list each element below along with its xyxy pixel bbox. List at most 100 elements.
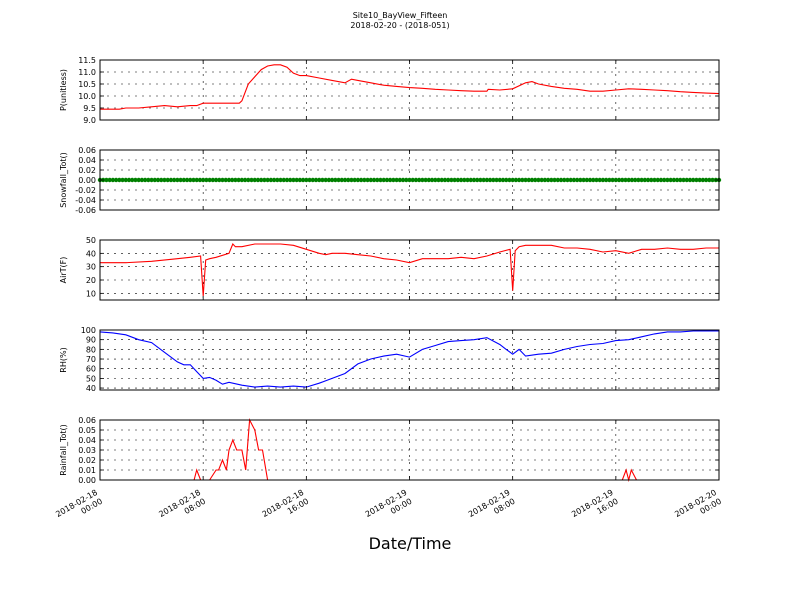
y-tick-label: 0.01 — [78, 466, 96, 475]
data-point — [104, 177, 109, 183]
data-point — [562, 177, 567, 183]
data-point — [471, 177, 477, 183]
data-point — [133, 177, 138, 183]
data-point — [594, 177, 599, 183]
chart-title: Site10_BayView_Fifteen — [352, 11, 448, 20]
data-point — [320, 177, 325, 183]
data-point — [229, 177, 235, 183]
data-point — [371, 177, 377, 183]
data-point — [168, 177, 174, 183]
data-point — [678, 177, 683, 183]
data-point — [681, 177, 686, 183]
data-point — [658, 177, 664, 183]
x-tick-label: 2018-02-2000:00 — [673, 488, 723, 528]
series-line — [100, 243, 719, 297]
data-point — [455, 177, 461, 183]
data-point — [407, 177, 412, 183]
data-point — [539, 177, 544, 183]
y-tick-label: -0.02 — [75, 186, 96, 195]
data-point — [220, 177, 225, 183]
data-point — [645, 177, 651, 183]
data-point — [487, 177, 493, 183]
data-point — [655, 177, 660, 183]
data-point — [636, 177, 641, 183]
data-point — [452, 177, 457, 183]
data-point — [620, 177, 625, 183]
data-point — [362, 177, 367, 183]
data-point — [510, 177, 515, 183]
y-tick-label: 9.0 — [83, 116, 96, 125]
data-point — [317, 177, 322, 183]
data-point — [155, 177, 161, 183]
data-point — [342, 177, 348, 183]
data-point — [313, 177, 319, 183]
data-point — [552, 177, 557, 183]
data-point — [400, 177, 406, 183]
y-tick-label: 70 — [86, 355, 96, 364]
data-point — [136, 177, 141, 183]
data-point — [217, 177, 222, 183]
data-point — [652, 177, 657, 183]
data-point — [649, 177, 654, 183]
data-point — [449, 177, 454, 183]
data-point — [591, 177, 596, 183]
data-point — [268, 177, 274, 183]
data-point — [481, 177, 486, 183]
data-point — [294, 177, 299, 183]
data-point — [120, 177, 125, 183]
data-point — [246, 177, 251, 183]
data-point — [142, 177, 148, 183]
data-point — [607, 177, 612, 183]
data-point — [571, 177, 577, 183]
data-point — [665, 177, 670, 183]
data-point — [126, 177, 132, 183]
data-point — [484, 177, 490, 183]
y-tick-label: -0.04 — [75, 196, 96, 205]
data-point — [423, 177, 428, 183]
y-tick-label: 100 — [81, 326, 96, 335]
data-point — [710, 177, 715, 183]
data-point — [674, 177, 680, 183]
data-point — [436, 177, 441, 183]
data-point — [629, 177, 635, 183]
data-point — [191, 177, 196, 183]
data-point — [207, 177, 212, 183]
data-point — [178, 177, 183, 183]
data-point — [671, 177, 677, 183]
y-tick-label: 50 — [86, 374, 96, 383]
y-tick-label: 0.04 — [78, 436, 96, 445]
y-tick-label: 60 — [86, 365, 96, 374]
data-point — [378, 177, 383, 183]
y-tick-label: 0.02 — [78, 166, 96, 175]
data-point — [226, 177, 232, 183]
y-axis-label: Snowfall_Tot() — [59, 152, 68, 208]
data-point — [107, 177, 112, 183]
data-point — [281, 177, 286, 183]
y-tick-label: 40 — [86, 384, 96, 393]
data-point — [584, 177, 590, 183]
data-point — [555, 177, 561, 183]
y-axis-label: Rainfall_Tot() — [59, 424, 68, 476]
y-tick-label: 0.04 — [78, 156, 96, 165]
y-axis-label: RH(%) — [59, 347, 68, 372]
data-point — [513, 177, 519, 183]
data-point — [404, 177, 409, 183]
data-point — [597, 177, 602, 183]
data-point — [587, 177, 593, 183]
data-point — [616, 177, 622, 183]
data-point — [181, 177, 187, 183]
y-tick-label: 0.00 — [78, 176, 96, 185]
data-point — [500, 177, 506, 183]
data-point — [568, 177, 573, 183]
data-point — [445, 177, 451, 183]
data-point — [223, 177, 228, 183]
y-tick-label: 0.00 — [78, 476, 96, 485]
data-point — [271, 177, 277, 183]
data-point — [694, 177, 699, 183]
data-point — [442, 177, 448, 183]
data-point — [162, 177, 167, 183]
data-point — [465, 177, 470, 183]
data-point — [603, 177, 609, 183]
data-point — [703, 177, 709, 183]
